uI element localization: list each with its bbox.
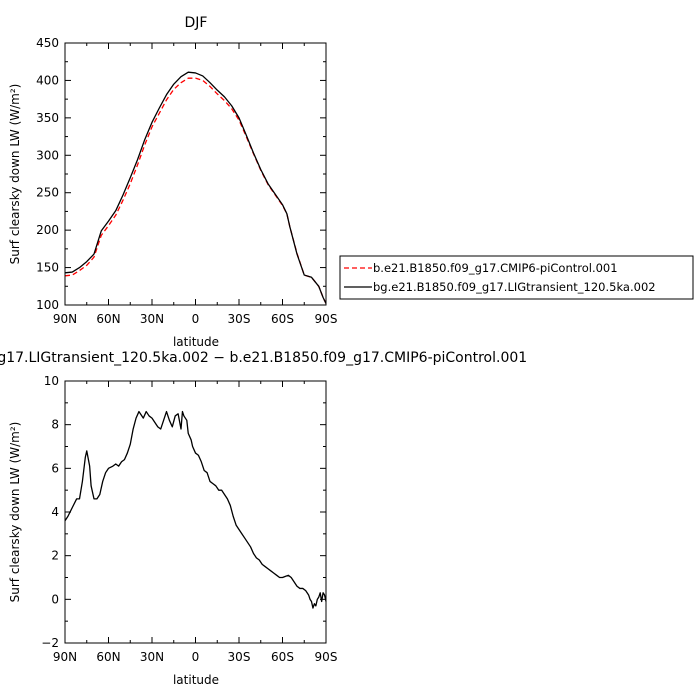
top-y-tick-label: 200 (36, 223, 59, 237)
bottom-chart-frame (64, 380, 327, 644)
top-y-tick-label: 150 (36, 261, 59, 275)
legend-label-lig: bg.e21.B1850.f09_g17.LIGtransient_120.5k… (373, 280, 656, 294)
top-chart-ylabel: Surf clearsky down LW (W/m²) (8, 84, 22, 265)
top-series-line-0 (64, 77, 327, 304)
bottom-x-tick-label: 60N (96, 650, 120, 664)
top-x-tick-label: 30S (228, 312, 251, 326)
bottom-y-tick-label: 0 (51, 592, 59, 606)
top-chart-xlabel: latitude (173, 335, 219, 349)
bottom-chart-title: bg.e21.B1850.f09_g17.LIGtransient_120.5k… (0, 350, 527, 366)
bottom-x-tick-label: 0 (192, 650, 200, 664)
top-y-tick-label: 100 (36, 298, 59, 312)
top-y-tick-label: 250 (36, 186, 59, 200)
bottom-chart-series (64, 410, 327, 609)
top-x-tick-label: 30N (140, 312, 164, 326)
bottom-series-line-0 (64, 410, 327, 609)
top-x-tick-label: 90S (315, 312, 338, 326)
top-chart-ticks: 90N 60N 30N 0 30S 60S 90S 100 150 200 250 300 350 400… (36, 36, 337, 326)
bottom-chart-ylabel: Surf clearsky down LW (W/m²) (8, 422, 22, 603)
bottom-y-tick-label: 2 (51, 549, 59, 563)
top-x-tick-label: 60N (96, 312, 120, 326)
top-chart-frame (64, 42, 327, 306)
top-y-tick-label: 300 (36, 148, 59, 162)
bottom-y-tick-label: −2 (41, 636, 59, 650)
bottom-x-tick-label: 90S (315, 650, 338, 664)
bottom-x-tick-label: 30N (140, 650, 164, 664)
top-series-line-1 (64, 71, 327, 304)
bottom-x-tick-label: 60S (271, 650, 294, 664)
top-x-tick-label: 90N (53, 312, 77, 326)
top-y-tick-label: 350 (36, 111, 59, 125)
legend: b.e21.B1850.f09_g17.CMIP6-piControl.001 … (339, 255, 694, 300)
bottom-y-tick-label: 6 (51, 461, 59, 475)
top-y-tick-label: 450 (36, 36, 59, 50)
bottom-chart-ticks: 90N 60N 30N 0 30S 60S 90S −2 0 2 4 6 8 10 (41, 374, 337, 664)
bottom-chart-xlabel: latitude (173, 673, 219, 687)
top-y-tick-label: 400 (36, 73, 59, 87)
bottom-x-tick-label: 90N (53, 650, 77, 664)
top-chart-series (64, 71, 327, 304)
legend-label-control: b.e21.B1850.f09_g17.CMIP6-piControl.001 (373, 261, 618, 275)
top-x-tick-label: 60S (271, 312, 294, 326)
top-chart-title: DJF (185, 15, 208, 31)
bottom-x-tick-label: 30S (228, 650, 251, 664)
bottom-y-tick-label: 4 (51, 505, 59, 519)
bottom-y-tick-label: 10 (44, 374, 59, 388)
bottom-y-tick-label: 8 (51, 418, 59, 432)
top-chart: DJF 90N 60N 30N 0 30S 60S 90S 100 150 200 250 300 35… (8, 15, 337, 349)
legend-box (339, 255, 694, 300)
bottom-chart: bg.e21.B1850.f09_g17.LIGtransient_120.5k… (0, 350, 527, 687)
top-x-tick-label: 0 (192, 312, 200, 326)
